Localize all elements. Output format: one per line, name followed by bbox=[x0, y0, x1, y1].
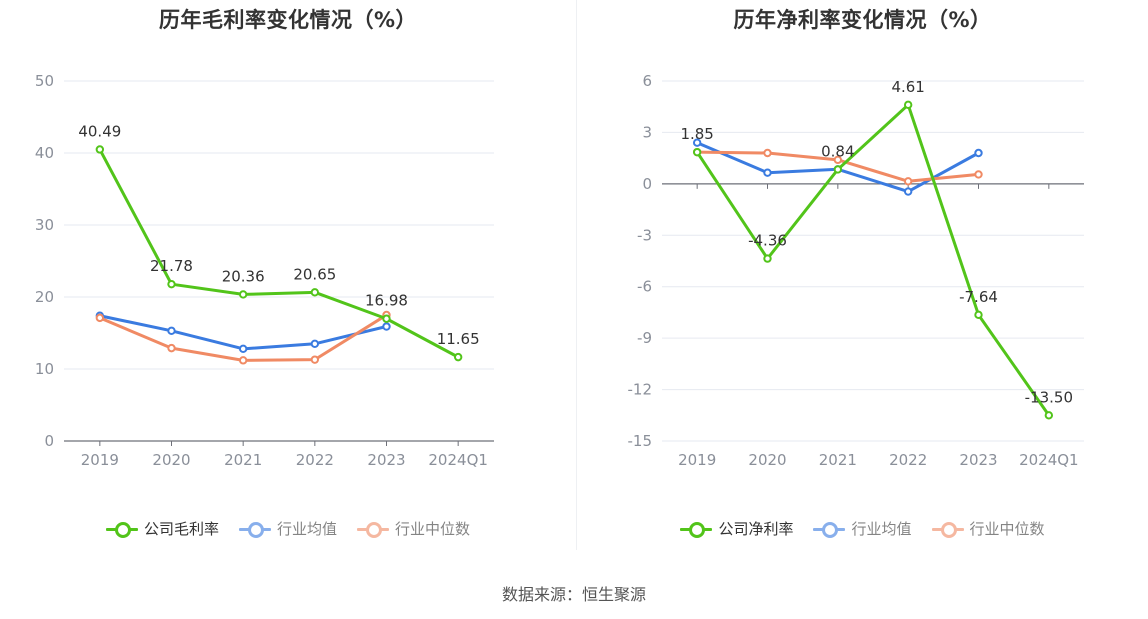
data-label: 21.78 bbox=[150, 257, 193, 275]
data-point[interactable] bbox=[974, 170, 983, 179]
net-margin-plot: 6 3 0 -3 -6 -9 -12 -15 2019 2020 2021 2022 2023 2024Q… bbox=[628, 72, 1084, 469]
data-point[interactable] bbox=[763, 148, 772, 158]
x-tick-label: 2024Q1 bbox=[1019, 451, 1079, 469]
data-point[interactable] bbox=[833, 155, 843, 165]
chart-legend: 公司毛利率 行业均值 行业中位数 bbox=[0, 518, 576, 539]
data-label: 0.84 bbox=[821, 142, 854, 160]
y-tick-label: -9 bbox=[637, 329, 652, 347]
data-label: 40.49 bbox=[78, 122, 121, 140]
data-label: -7.64 bbox=[959, 288, 998, 306]
data-point[interactable] bbox=[382, 322, 391, 331]
y-tick-label: 20 bbox=[35, 288, 54, 306]
data-point[interactable] bbox=[903, 100, 913, 110]
data-label: -4.36 bbox=[748, 232, 787, 250]
data-point[interactable] bbox=[95, 313, 105, 323]
x-tick-label: 2022 bbox=[296, 451, 334, 469]
net-margin-chart: 历年净利率变化情况（%） 6 3 0 -3 -6 -9 -12 -15 2019 2020 2021… bbox=[577, 0, 1148, 560]
legend-line-marker-icon bbox=[357, 521, 389, 538]
legend-label: 行业中位数 bbox=[969, 520, 1045, 538]
y-tick-label: -3 bbox=[637, 226, 652, 244]
series-line bbox=[98, 148, 459, 359]
legend-item[interactable]: 行业中位数 bbox=[357, 518, 470, 539]
legend-label: 行业中位数 bbox=[395, 520, 471, 538]
data-point[interactable] bbox=[167, 343, 176, 353]
data-point[interactable] bbox=[453, 352, 463, 362]
legend-label: 行业均值 bbox=[851, 520, 912, 538]
data-label: 20.36 bbox=[222, 267, 265, 285]
legend-item[interactable]: 行业均值 bbox=[813, 518, 912, 539]
y-tick-label: 3 bbox=[642, 123, 652, 141]
legend-item[interactable]: 公司净利率 bbox=[680, 518, 793, 539]
legend-label: 行业均值 bbox=[276, 520, 337, 538]
y-tick-label: -6 bbox=[637, 278, 652, 296]
data-point[interactable] bbox=[167, 326, 176, 336]
x-tick-label: 2019 bbox=[678, 451, 716, 469]
y-tick-label: 0 bbox=[44, 432, 54, 450]
y-tick-label: 10 bbox=[35, 360, 54, 378]
data-label: 4.61 bbox=[891, 78, 924, 96]
data-point[interactable] bbox=[903, 177, 913, 186]
data-point[interactable] bbox=[238, 356, 248, 365]
data-label: 16.98 bbox=[365, 292, 408, 310]
series-line bbox=[695, 103, 1051, 417]
x-tick-label: 2020 bbox=[748, 451, 786, 469]
y-tick-label: 50 bbox=[35, 72, 54, 90]
data-label: 11.65 bbox=[437, 330, 480, 348]
data-point[interactable] bbox=[974, 148, 983, 158]
data-label: 1.85 bbox=[680, 125, 713, 143]
y-tick-label: 30 bbox=[35, 216, 54, 234]
legend-label: 公司净利率 bbox=[718, 520, 794, 538]
data-point[interactable] bbox=[382, 314, 391, 323]
legend-line-marker-icon bbox=[931, 521, 964, 538]
legend-line-marker-icon bbox=[813, 521, 846, 538]
data-point[interactable] bbox=[310, 339, 320, 348]
data-point[interactable] bbox=[238, 290, 248, 299]
y-tick-label: 0 bbox=[642, 175, 652, 193]
data-point[interactable] bbox=[692, 147, 702, 157]
y-tick-label: 6 bbox=[642, 72, 652, 90]
x-tick-label: 2021 bbox=[224, 451, 262, 469]
x-tick-label: 2023 bbox=[367, 451, 405, 469]
y-tick-label: -12 bbox=[628, 381, 653, 399]
data-point[interactable] bbox=[238, 344, 248, 354]
data-label: 20.65 bbox=[293, 265, 336, 283]
legend-line-marker-icon bbox=[105, 521, 138, 538]
x-tick-label: 2019 bbox=[81, 451, 119, 469]
data-source: 数据来源：恒生聚源 bbox=[501, 585, 646, 604]
chart-title: 历年净利率变化情况（%） bbox=[733, 8, 992, 32]
x-tick-label: 2022 bbox=[889, 451, 927, 469]
legend-item[interactable]: 公司毛利率 bbox=[105, 518, 219, 539]
x-tick-label: 2021 bbox=[819, 451, 857, 469]
x-tick-label: 2023 bbox=[959, 451, 997, 469]
legend-item[interactable]: 行业中位数 bbox=[931, 518, 1045, 539]
data-label: -13.50 bbox=[1025, 388, 1073, 406]
data-point[interactable] bbox=[763, 168, 772, 177]
data-point[interactable] bbox=[903, 187, 913, 196]
legend-line-marker-icon bbox=[680, 521, 713, 538]
data-point[interactable] bbox=[310, 355, 320, 364]
series-line bbox=[99, 314, 387, 351]
data-point[interactable] bbox=[95, 145, 105, 154]
gross-margin-plot: 50 40 30 20 10 0 2019 2020 2021 2022 2023 2024Q1 40.… bbox=[35, 72, 494, 469]
data-point[interactable] bbox=[974, 310, 983, 320]
x-tick-label: 2020 bbox=[152, 451, 190, 469]
legend-item[interactable]: 行业均值 bbox=[238, 518, 337, 539]
chart-legend: 公司净利率 行业均值 行业中位数 bbox=[577, 518, 1148, 539]
y-tick-label: 40 bbox=[35, 144, 54, 162]
chart-title: 历年毛利率变化情况（%） bbox=[158, 8, 418, 32]
x-tick-label: 2024Q1 bbox=[428, 451, 488, 469]
data-point[interactable] bbox=[1044, 411, 1054, 420]
data-point[interactable] bbox=[763, 254, 772, 263]
legend-line-marker-icon bbox=[238, 521, 271, 538]
data-point[interactable] bbox=[310, 288, 320, 297]
y-tick-label: -15 bbox=[628, 432, 653, 450]
gross-margin-chart: 历年毛利率变化情况（%） 50 40 30 20 10 0 2019 2020 2021 2022… bbox=[0, 0, 576, 560]
data-point[interactable] bbox=[167, 279, 176, 289]
legend-label: 公司毛利率 bbox=[143, 520, 219, 538]
data-point[interactable] bbox=[833, 165, 843, 174]
data-point[interactable] bbox=[692, 138, 702, 147]
panel-divider bbox=[576, 0, 577, 550]
